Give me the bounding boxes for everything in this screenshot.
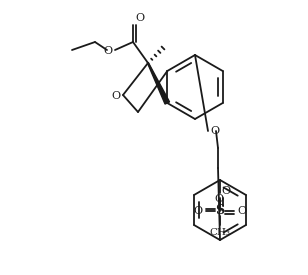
- Text: O: O: [194, 206, 203, 216]
- Text: O: O: [237, 206, 246, 216]
- Text: O: O: [112, 91, 121, 101]
- Text: O: O: [221, 186, 230, 196]
- Text: O: O: [104, 46, 113, 56]
- Text: S: S: [215, 205, 225, 218]
- Text: CH₃: CH₃: [209, 228, 230, 237]
- Text: O: O: [210, 126, 219, 136]
- Text: O: O: [214, 194, 224, 204]
- Text: O: O: [135, 13, 144, 23]
- Polygon shape: [148, 63, 169, 104]
